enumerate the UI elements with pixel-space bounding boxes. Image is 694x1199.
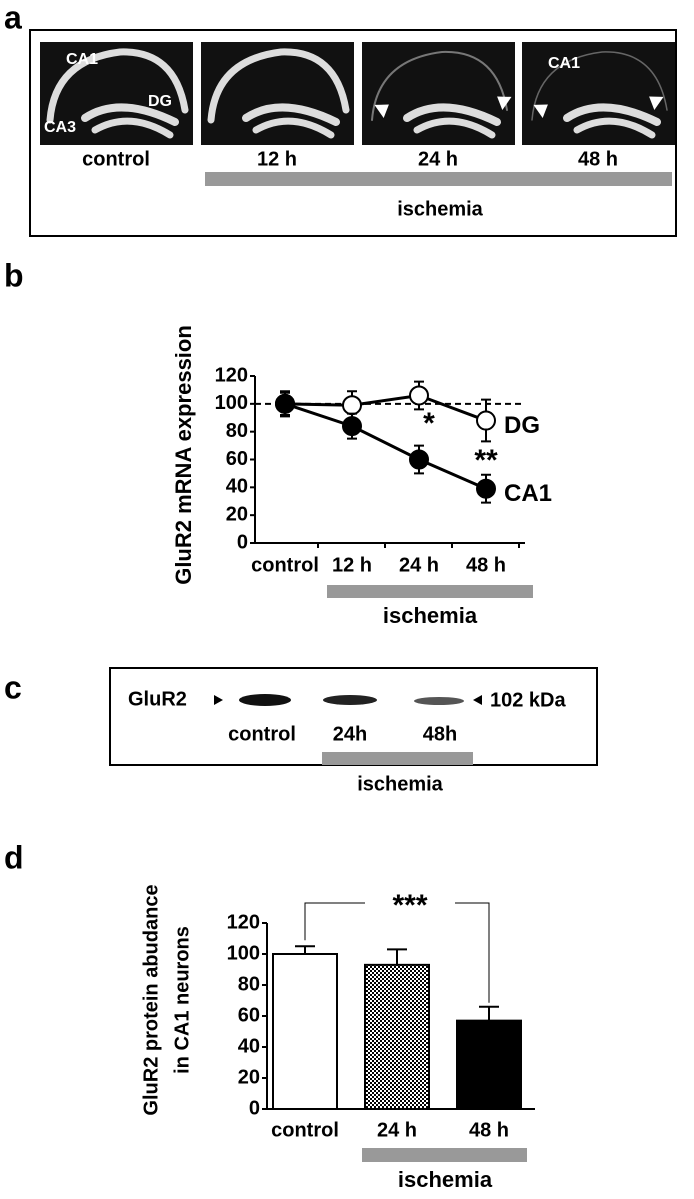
bracket-gap	[365, 893, 455, 913]
y-tick-label: 100	[215, 392, 248, 414]
group-label: ischemia	[383, 603, 478, 628]
error-bar	[295, 945, 315, 954]
panel-frame	[29, 29, 677, 237]
y-tick-label: 40	[226, 476, 248, 498]
lane-label: 48h	[423, 723, 457, 745]
bar	[364, 963, 430, 1110]
group-bar	[205, 172, 672, 186]
y-axis-title: GluR2 protein abudance	[140, 884, 162, 1115]
blot-bands	[239, 694, 464, 706]
y-tick-label: 40	[238, 1035, 260, 1057]
group-bar	[322, 752, 473, 765]
error-bar	[387, 948, 407, 965]
x-tick-label: 24 h	[377, 1119, 417, 1141]
y-tick-label: 120	[227, 911, 260, 933]
y-tick-label: 80	[238, 973, 260, 995]
condition-label: 12 h	[257, 148, 297, 170]
panel-label: b	[4, 257, 24, 293]
x-tick-label: control	[251, 554, 319, 576]
series-line	[284, 393, 487, 422]
panel-label: d	[4, 839, 24, 875]
annotation: **	[474, 444, 498, 477]
condition-label: 24 h	[418, 148, 458, 170]
y-tick-label: 20	[238, 1066, 260, 1088]
region-label: CA1	[548, 55, 580, 72]
y-tick-label: 120	[215, 364, 248, 386]
y-tick-label: 80	[226, 420, 248, 442]
annotation: *	[423, 407, 435, 440]
micrographs	[40, 42, 675, 145]
series-label: CA1	[504, 480, 552, 507]
group-bar	[327, 585, 533, 598]
bar	[272, 953, 338, 1110]
x-tick-label: 24 h	[399, 554, 439, 576]
region-label: DG	[148, 93, 172, 110]
arrowhead	[473, 695, 482, 705]
group-label: ischemia	[397, 198, 483, 220]
y-axis-title: GluR2 mRNA expression	[171, 325, 196, 585]
series-line	[284, 402, 487, 491]
panel-label: c	[4, 669, 22, 705]
x-tick-label: 48 h	[469, 1119, 509, 1141]
condition-label: control	[82, 148, 150, 170]
panel-frame	[109, 667, 598, 766]
marker	[342, 395, 362, 416]
marker	[409, 385, 429, 406]
group-label: ischemia	[398, 1167, 493, 1192]
lane-label: 24h	[333, 723, 367, 745]
series-label: DG	[504, 412, 540, 439]
x-tick-label: control	[271, 1119, 339, 1141]
marker	[275, 393, 295, 414]
marker	[342, 416, 362, 437]
group-bar	[362, 1148, 527, 1162]
region-label: CA1	[66, 51, 98, 68]
lane-label: control	[228, 723, 296, 745]
group-label: ischemia	[357, 773, 443, 795]
protein-label: GluR2	[128, 688, 187, 710]
marker	[476, 478, 496, 499]
x-tick-label: 48 h	[466, 554, 506, 576]
region-label: CA3	[44, 119, 76, 136]
significance-label: ***	[392, 889, 427, 922]
size-label: 102 kDa	[490, 689, 566, 711]
y-tick-label: 0	[249, 1097, 260, 1119]
marker	[476, 410, 496, 431]
condition-label: 48 h	[578, 148, 618, 170]
y-tick-label: 100	[227, 942, 260, 964]
y-tick-label: 60	[226, 448, 248, 470]
panel-label: a	[4, 0, 22, 35]
marker	[409, 449, 429, 470]
y-tick-label: 20	[226, 503, 248, 525]
error-bar	[479, 1005, 499, 1021]
y-tick-label: 0	[237, 531, 248, 553]
y-axis-title: in CA1 neurons	[171, 926, 193, 1074]
arrowhead	[214, 695, 223, 705]
x-tick-label: 12 h	[332, 554, 372, 576]
y-tick-label: 60	[238, 1004, 260, 1026]
bar	[456, 1019, 522, 1111]
